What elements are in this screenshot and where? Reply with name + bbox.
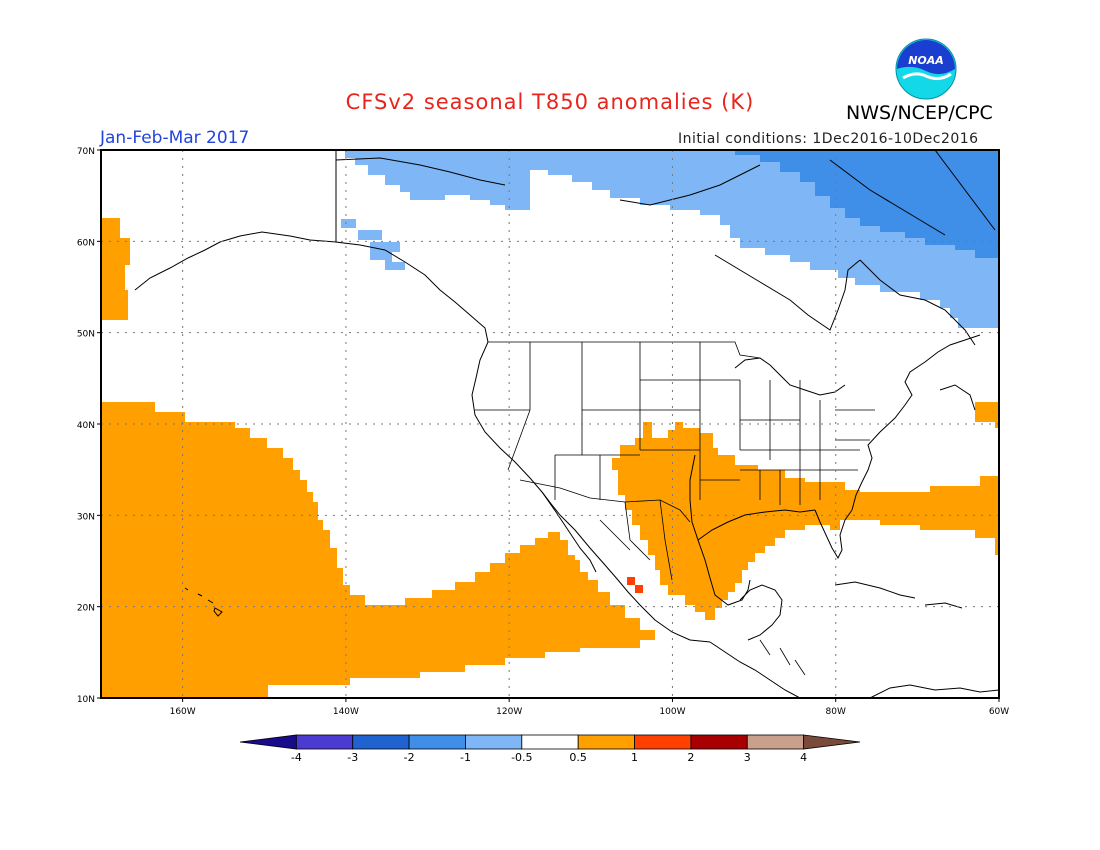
map-frame (100, 149, 1000, 699)
strong-warm-anomaly-cell (635, 585, 643, 593)
warm-anomaly-region-americas (612, 422, 999, 620)
lon-label: 140W (333, 707, 359, 717)
coastline-newfoundland (939, 384, 976, 411)
coastline-hispaniola (924, 602, 963, 609)
colorbar-arrow-high (803, 734, 861, 750)
colorbar-arrow-low (239, 734, 297, 750)
axis-labels: 70N 60N 50N 40N 30N 20N 10N 160W 140W 120W 100W 80W… (77, 147, 1009, 717)
mexico-state-lines (599, 499, 673, 581)
colorbar-swatch (352, 734, 410, 750)
coastline-us-east (851, 334, 981, 511)
lat-label: 50N (77, 330, 95, 340)
lon-label: 160W (170, 707, 196, 717)
anomaly-shading (101, 150, 999, 698)
coastline-yucatan (739, 584, 783, 641)
coastline-mexico-west (559, 514, 711, 643)
lon-label: 100W (659, 707, 685, 717)
coastline-arctic (335, 157, 506, 186)
colorbar: -4 -3 -2 -1 -0.5 0.5 1 2 3 4 (239, 734, 861, 764)
central-america-borders (759, 639, 806, 676)
lat-label: 20N (77, 604, 95, 614)
colorbar-swatch (408, 734, 466, 750)
coastline-baffin (829, 159, 946, 236)
colorbar-label: -3 (347, 751, 358, 764)
coastline-arctic-islands (619, 164, 761, 206)
coastline-south-america (869, 684, 999, 698)
colorbar-swatch (295, 734, 354, 750)
lat-label: 30N (77, 512, 95, 522)
org-label: NWS/NCEP/CPC (846, 102, 993, 124)
political-borders (475, 341, 875, 676)
coastline-gulf (689, 454, 751, 606)
coastline-labrador (859, 259, 976, 346)
coastlines (134, 150, 999, 698)
strong-warm-anomaly-cell (627, 577, 635, 585)
coastline-great-lakes (734, 357, 846, 396)
colorbar-label: -2 (404, 751, 415, 764)
state-lines (475, 342, 875, 505)
noaa-logo: NOAA (895, 38, 957, 100)
colorbar-label: -0.5 (511, 751, 532, 764)
season-label: Jan-Feb-Mar 2017 (100, 128, 250, 148)
colorbar-label: 4 (800, 751, 807, 764)
coastline-alaska (335, 150, 489, 343)
coastline-cuba (834, 581, 916, 599)
colorbar-swatch (690, 734, 748, 750)
lon-label: 120W (496, 707, 522, 717)
colorbar-swatch (465, 734, 523, 750)
warm-anomaly-region-pacific (101, 402, 655, 698)
coastline-florida (814, 509, 853, 560)
lat-label: 70N (77, 147, 95, 157)
coastline-greenland (934, 150, 996, 231)
lat-lon-grid (101, 150, 999, 698)
coastline-baja (541, 491, 597, 573)
cool-anomaly-region-canada-core (735, 150, 999, 258)
lon-label: 60W (989, 707, 1009, 717)
colorbar-swatch (634, 734, 692, 750)
colorbar-swatch (746, 734, 805, 750)
colorbar-label: -1 (460, 751, 471, 764)
lat-label: 40N (77, 421, 95, 431)
coastline-gulf-north (697, 509, 816, 541)
border-us-canada (488, 341, 761, 359)
lat-label: 60N (77, 238, 95, 248)
colorbar-swatch (521, 734, 579, 750)
lat-label: 10N (77, 695, 95, 705)
coastline-central-america (709, 641, 801, 698)
warm-anomaly-region-north-pacific (101, 218, 130, 320)
colorbar-label: 0.5 (569, 751, 587, 764)
colorbar-label: -4 (291, 751, 302, 764)
colorbar-label: 3 (744, 751, 751, 764)
warm-anomaly-region-atlantic-east (975, 402, 999, 428)
colorbar-label: 1 (631, 751, 638, 764)
initial-conditions-label: Initial conditions: 1Dec2016-10Dec2016 (678, 131, 979, 147)
coastline-alaska-west (134, 231, 337, 291)
coastline-hawaii (184, 587, 223, 617)
lon-label: 80W (826, 707, 846, 717)
colorbar-swatch (577, 734, 635, 750)
cool-anomaly-region-alaska (341, 219, 405, 270)
coastline-hudson-bay (714, 254, 861, 331)
logo-text: NOAA (908, 54, 944, 67)
colorbar-label: 2 (687, 751, 694, 764)
chart-title: CFSv2 seasonal T850 anomalies (K) (345, 90, 755, 114)
